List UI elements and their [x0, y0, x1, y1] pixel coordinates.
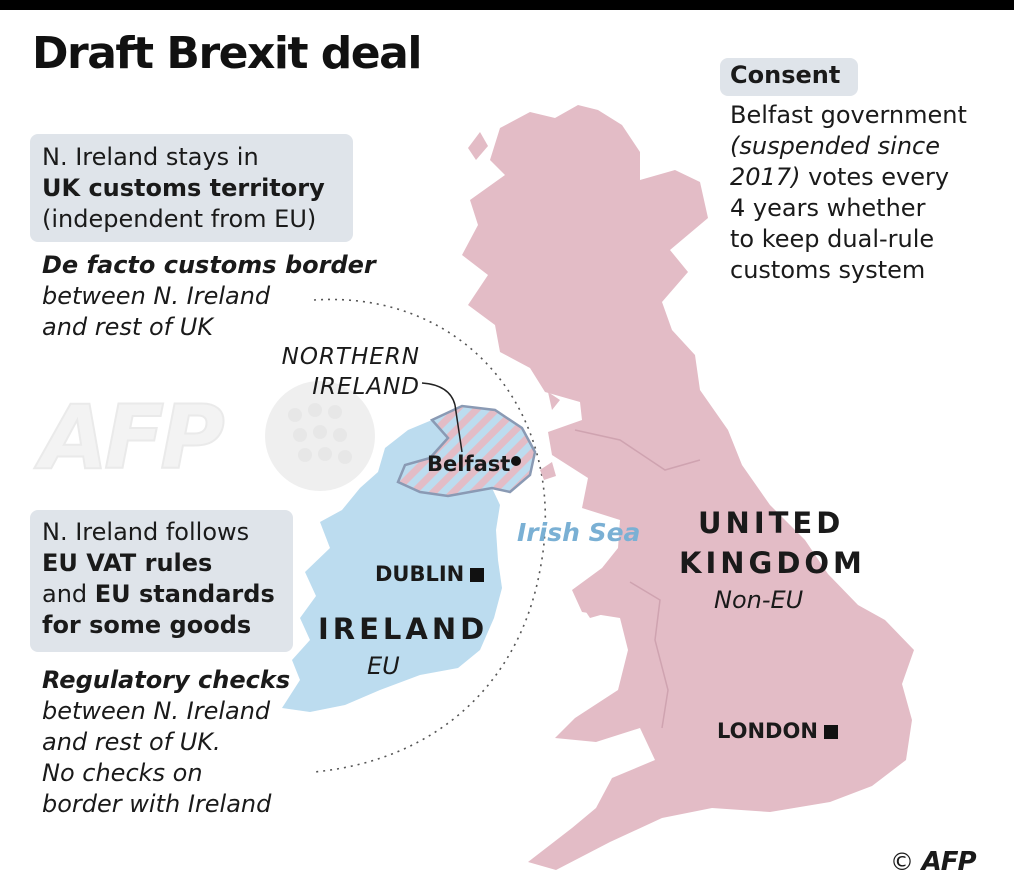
- consent-line-2: (suspended since: [730, 132, 940, 160]
- dublin-label-text: DUBLIN: [375, 562, 465, 586]
- london-label-text: LONDON: [717, 719, 818, 743]
- irish-sea-label: Irish Sea: [517, 518, 641, 547]
- credit: © AFP: [890, 847, 977, 877]
- belfast-marker: [511, 456, 521, 466]
- customs-territory-text: N. Ireland stays in UK customs territory…: [42, 142, 325, 235]
- consent-line-1: Belfast government: [730, 101, 967, 129]
- afp-logo: AFP: [921, 847, 977, 877]
- top-bar: [0, 0, 1014, 10]
- vat-line-3-bold: EU standards: [94, 580, 275, 608]
- uk-label-line-2: KINGDOM: [679, 546, 866, 580]
- consent-line-3-italic: 2017): [730, 163, 801, 191]
- ireland-status-label: EU: [367, 652, 400, 680]
- vat-line-2: EU VAT rules: [42, 549, 213, 577]
- scotland-border: [574, 429, 701, 471]
- customs-line-3: (independent from EU): [42, 205, 317, 233]
- dublin-label: DUBLIN: [375, 562, 485, 586]
- consent-text: Belfast government (suspended since 2017…: [730, 100, 967, 286]
- consent-line-5: to keep dual-rule: [730, 225, 935, 253]
- uk-status-label: Non-EU: [714, 586, 804, 614]
- island-shape: [582, 600, 604, 618]
- belfast-label: Belfast: [427, 452, 511, 476]
- vat-rules-panel: [30, 510, 293, 652]
- regulatory-heading: Regulatory checks: [42, 666, 291, 694]
- ni-label-line-1: NORTHERN: [281, 344, 420, 370]
- regulatory-line-2: and rest of UK.: [42, 728, 221, 756]
- leader-line: [421, 382, 463, 453]
- northern-ireland-label: NORTHERN IRELAND: [274, 342, 420, 402]
- customs-border-text: De facto customs border between N. Irela…: [42, 250, 376, 343]
- regulatory-line-3: No checks on: [42, 759, 203, 787]
- vat-line-3-normal: and: [42, 580, 95, 608]
- consent-line-6: customs system: [730, 256, 926, 284]
- ni-label-line-2: IRELAND: [312, 374, 420, 400]
- dublin-marker: [470, 568, 485, 582]
- united-kingdom-shape: [462, 105, 914, 870]
- vat-rules-text: N. Ireland follows EU VAT rules and EU s…: [42, 517, 275, 641]
- ireland-shape: [282, 420, 502, 712]
- afp-watermark: AFP: [33, 381, 375, 491]
- watermark-text: AFP: [34, 386, 224, 489]
- vat-line-1: N. Ireland follows: [42, 518, 250, 546]
- northern-ireland-shape: [396, 404, 537, 498]
- page-title: Draft Brexit deal: [32, 28, 422, 79]
- island-shape: [540, 462, 556, 480]
- consent-line-3-rest: votes every: [800, 163, 950, 191]
- customs-territory-panel: [30, 134, 353, 242]
- customs-border-line-1: between N. Ireland: [42, 282, 271, 310]
- wales-border: [629, 581, 669, 729]
- uk-label-line-1: UNITED: [698, 506, 845, 540]
- island-shape: [548, 392, 560, 410]
- customs-line-1: N. Ireland stays in: [42, 143, 259, 171]
- london-label: LONDON: [717, 719, 838, 743]
- vat-line-4: for some goods: [42, 611, 252, 639]
- island-shape: [468, 132, 488, 160]
- customs-border-line-2: and rest of UK: [42, 313, 214, 341]
- copyright-symbol: ©: [890, 848, 914, 876]
- consent-heading-panel: [720, 58, 858, 96]
- london-marker: [823, 725, 838, 739]
- regulatory-checks-text: Regulatory checks between N. Ireland and…: [42, 665, 290, 820]
- customs-border-heading: De facto customs border: [42, 251, 376, 279]
- regulatory-line-1: between N. Ireland: [42, 697, 271, 725]
- consent-line-4: 4 years whether: [730, 194, 926, 222]
- consent-heading: Consent: [730, 61, 841, 89]
- regulatory-line-4: border with Ireland: [42, 790, 272, 818]
- ireland-label: IRELAND: [318, 612, 489, 646]
- customs-line-2: UK customs territory: [42, 174, 325, 202]
